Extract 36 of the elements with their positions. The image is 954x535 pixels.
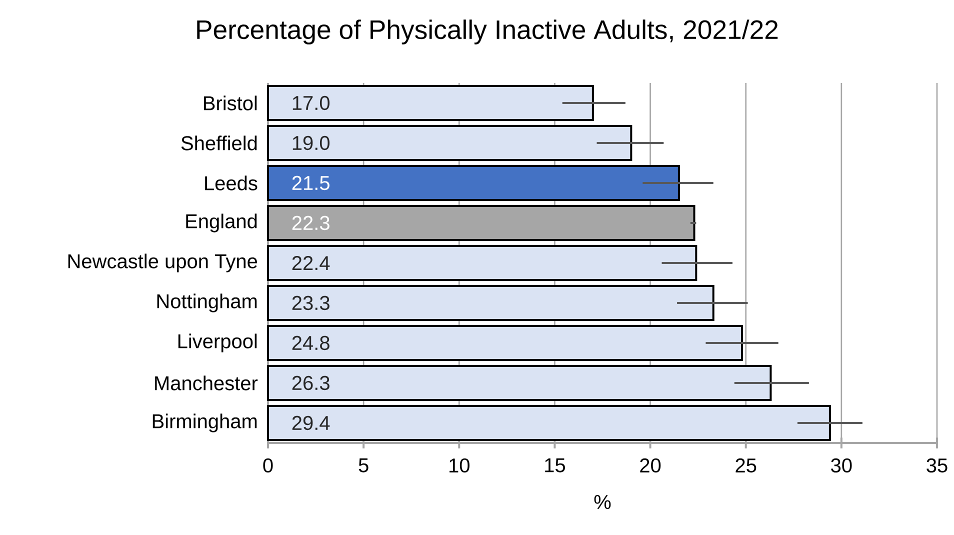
x-tick-label: 35	[926, 458, 948, 473]
data-label: 24.8	[292, 336, 330, 350]
bar	[267, 404, 831, 441]
data-label: 17.0	[292, 96, 330, 110]
chart-title: Percentage of Physically Inactive Adults, 2021/22	[197, 20, 778, 44]
bar	[267, 165, 680, 201]
bar	[267, 324, 744, 361]
y-tick-label: Leeds	[205, 176, 258, 190]
y-tick-label: Bristol	[204, 96, 257, 110]
x-tick-label: 25	[736, 458, 756, 473]
bar	[267, 285, 714, 321]
data-label: 29.4	[292, 416, 330, 430]
x-tick-label: 15	[545, 458, 565, 472]
data-label: 23.3	[292, 296, 330, 310]
y-tick-label: Nottingham	[157, 294, 257, 312]
data-label: 19.0	[292, 136, 330, 150]
bar	[267, 125, 632, 162]
data-label: 21.5	[292, 176, 330, 190]
bar	[267, 245, 698, 281]
y-tick-label: Birmingham	[152, 414, 257, 432]
data-label: 22.3	[292, 216, 330, 230]
x-tick-label: 5	[358, 458, 368, 472]
bar	[267, 364, 772, 401]
x-tick-label: 30	[831, 458, 852, 473]
y-tick-label: Liverpool	[178, 334, 257, 352]
y-tick-label: Newcastle upon Tyne	[68, 254, 258, 272]
bar	[267, 85, 594, 122]
x-tick-label: 0	[263, 458, 273, 473]
y-tick-label: England	[186, 214, 257, 232]
y-tick-label: Sheffield	[181, 136, 257, 150]
data-label: 22.4	[292, 256, 330, 270]
x-axis-title: %	[594, 495, 611, 510]
y-tick-label: Manchester	[155, 376, 258, 390]
data-label: 26.3	[292, 376, 330, 390]
x-tick-label: 10	[450, 458, 470, 473]
x-tick-label: 20	[640, 458, 661, 473]
